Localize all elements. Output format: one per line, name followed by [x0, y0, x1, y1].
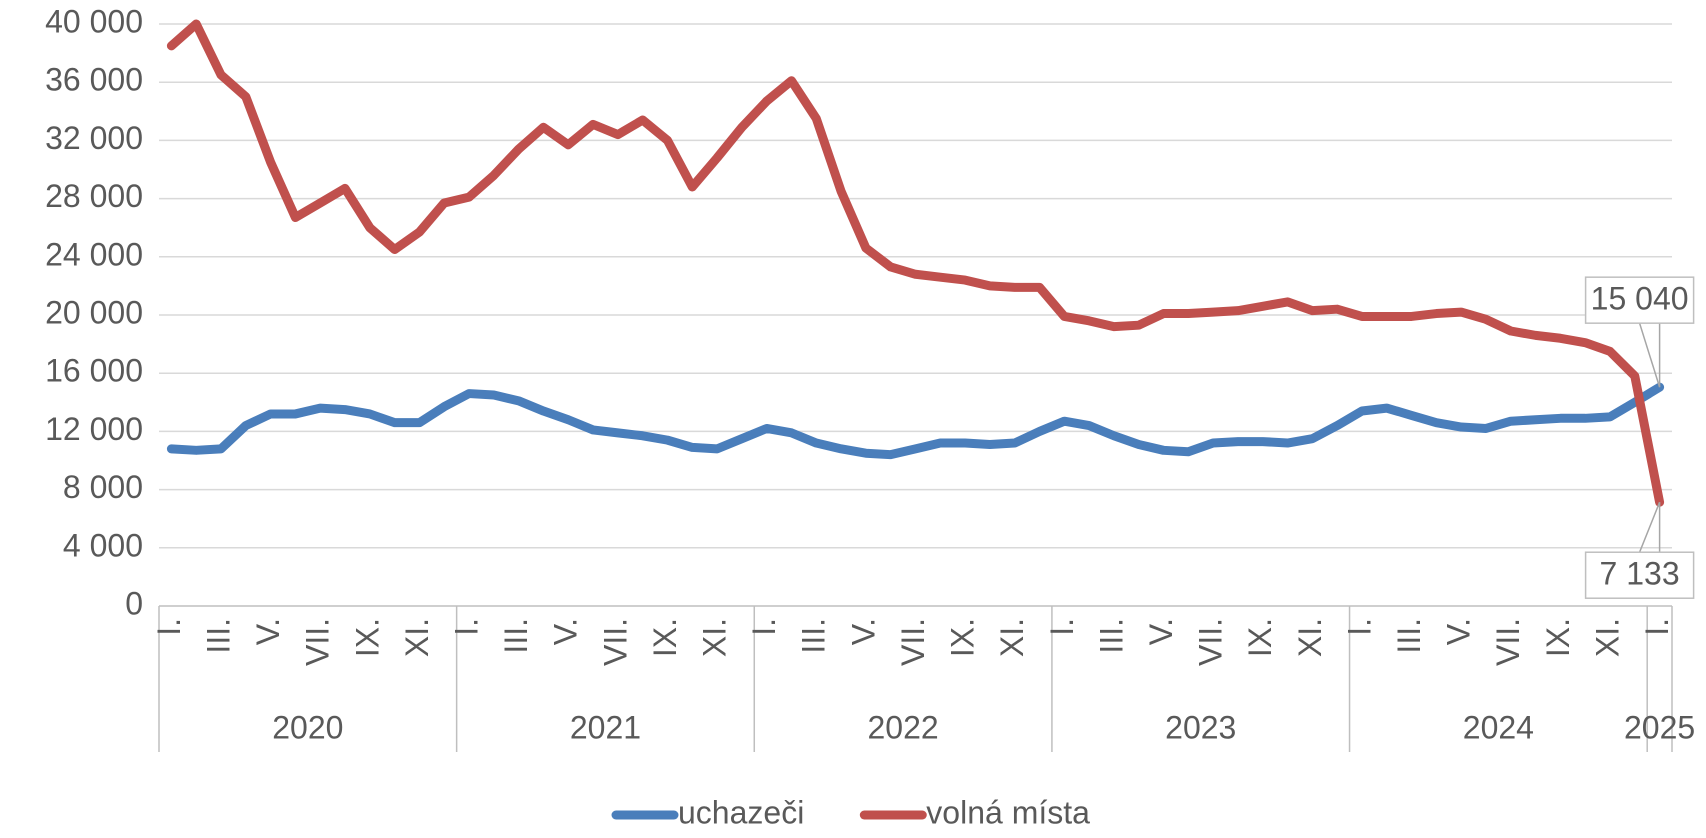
- legend-label: uchazeči: [678, 794, 804, 830]
- x-group-label: 2025: [1624, 709, 1695, 745]
- x-tick-label: XI.: [994, 618, 1030, 657]
- x-tick-label: I.: [746, 618, 782, 636]
- x-group-label: 2020: [272, 709, 343, 745]
- data-label-box: [1584, 276, 1695, 324]
- x-tick-label: III.: [200, 618, 236, 654]
- x-group-label: 2022: [868, 709, 939, 745]
- data-label: 15 040: [1591, 281, 1689, 317]
- y-tick-label: 0: [125, 585, 143, 621]
- x-tick-label: XI.: [1292, 618, 1328, 657]
- x-tick-label: IX.: [1242, 618, 1278, 657]
- x-tick-label: VII.: [597, 618, 633, 666]
- y-tick-label: 8 000: [63, 469, 143, 505]
- x-tick-label: V.: [548, 618, 584, 645]
- x-tick-label: IX.: [647, 618, 683, 657]
- y-tick-label: 32 000: [45, 120, 143, 156]
- y-tick-label: 28 000: [45, 178, 143, 214]
- x-tick-label: III.: [796, 618, 832, 654]
- y-tick-label: 4 000: [63, 527, 143, 563]
- x-tick-label: XI.: [697, 618, 733, 657]
- legend-label: volná místa: [926, 794, 1090, 830]
- series-line: [166, 382, 1665, 460]
- callout-line: [1638, 501, 1661, 553]
- x-tick-label: I.: [1341, 618, 1377, 636]
- x-tick-label: IX.: [945, 618, 981, 657]
- x-tick-label: V.: [1143, 618, 1179, 645]
- y-tick-label: 16 000: [45, 353, 143, 389]
- x-tick-label: VII.: [300, 618, 336, 666]
- x-tick-label: IX.: [349, 618, 385, 657]
- x-tick-label: V.: [845, 618, 881, 645]
- x-tick-label: XI.: [1589, 618, 1625, 657]
- x-tick-label: IX.: [1540, 618, 1576, 657]
- y-tick-label: 40 000: [45, 3, 143, 39]
- y-tick-label: 12 000: [45, 411, 143, 447]
- x-group-label: 2021: [570, 709, 641, 745]
- x-tick-label: I.: [151, 618, 187, 636]
- series-line: [166, 19, 1665, 507]
- x-tick-label: VII.: [895, 618, 931, 666]
- x-tick-label: VII.: [1490, 618, 1526, 666]
- x-tick-label: I.: [448, 618, 484, 636]
- y-tick-label: 36 000: [45, 62, 143, 98]
- callout-line: [1638, 322, 1661, 388]
- x-tick-label: I.: [1044, 618, 1080, 636]
- x-tick-label: III.: [1391, 618, 1427, 654]
- data-label: 7 133: [1600, 556, 1680, 592]
- x-tick-label: V.: [250, 618, 286, 645]
- x-group-label: 2023: [1165, 709, 1236, 745]
- x-tick-label: I.: [1639, 618, 1675, 636]
- x-tick-label: III.: [1093, 618, 1129, 654]
- x-group-label: 2024: [1463, 709, 1534, 745]
- x-tick-label: VII.: [1193, 618, 1229, 666]
- y-tick-label: 20 000: [45, 294, 143, 330]
- data-label-box: [1584, 551, 1695, 599]
- y-tick-label: 24 000: [45, 236, 143, 272]
- x-tick-label: XI.: [399, 618, 435, 657]
- x-tick-label: V.: [1441, 618, 1477, 645]
- x-tick-label: III.: [498, 618, 534, 654]
